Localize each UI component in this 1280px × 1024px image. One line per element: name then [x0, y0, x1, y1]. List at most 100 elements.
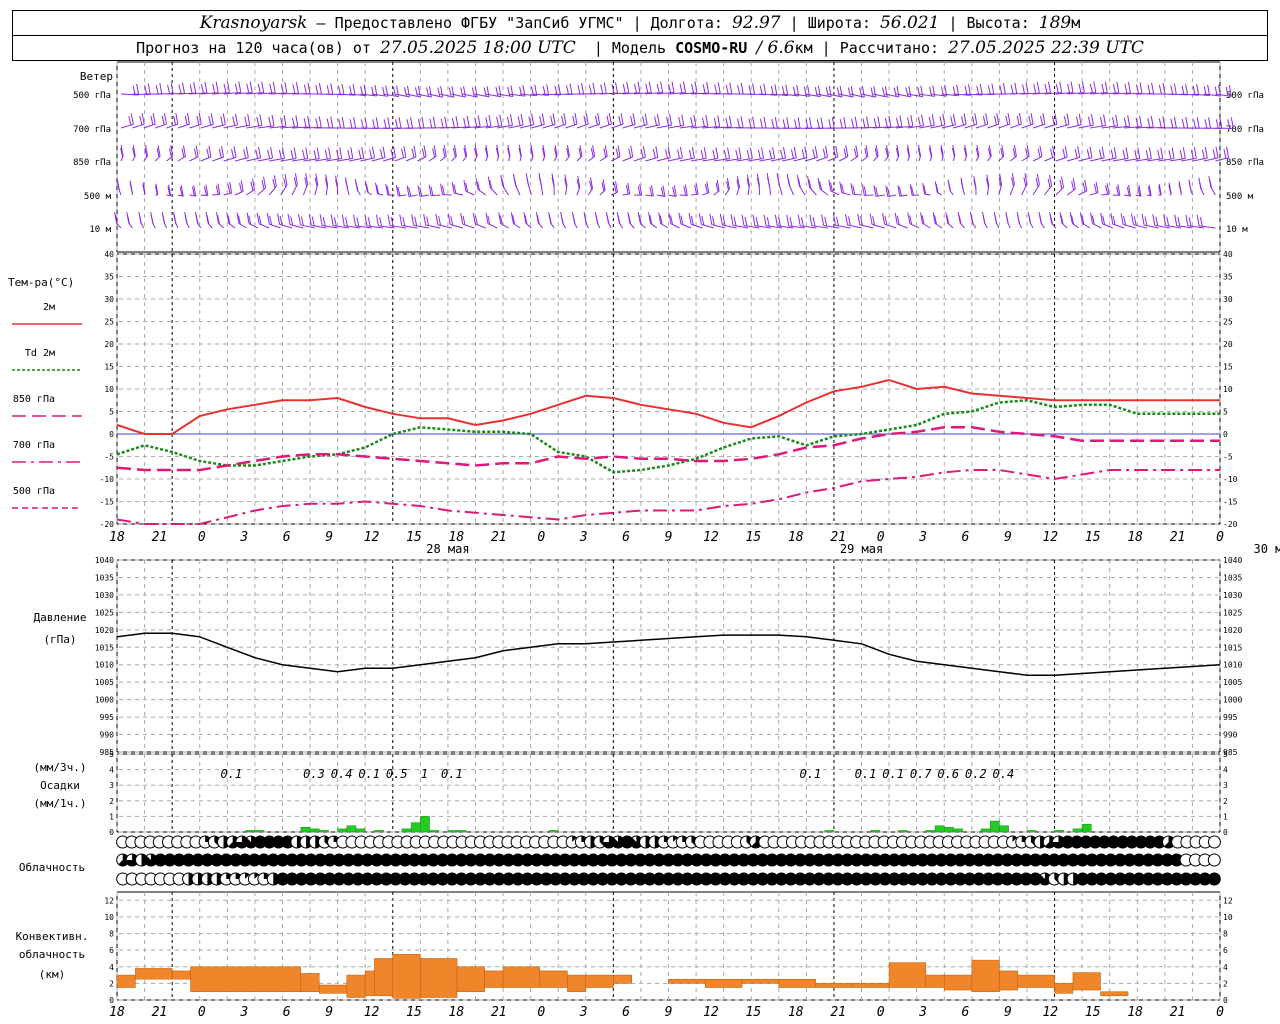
- wind-barb-feather: [730, 214, 734, 226]
- cloud-cover-full: [690, 873, 703, 885]
- cloud-cover-full: [314, 854, 327, 866]
- cloud-cover-full: [916, 854, 929, 866]
- wind-barb-feather: [1134, 149, 1138, 160]
- wind-barb-shaft: [679, 157, 695, 162]
- cloud-cover-full: [323, 873, 336, 885]
- wind-barb-feather: [618, 115, 622, 126]
- wind-barb-feather: [345, 217, 348, 227]
- cloud-cover-full: [624, 873, 637, 885]
- pressure-y-tick-left: 1015: [95, 643, 114, 652]
- wind-barb-feather: [1110, 213, 1114, 225]
- wind-barb-feather: [822, 148, 826, 158]
- cloud-cover-full: [1104, 854, 1117, 866]
- wind-barb-feather: [1193, 119, 1197, 129]
- temp-y-tick-left: -15: [100, 498, 115, 507]
- wind-barb-shaft: [280, 126, 298, 129]
- wind-barb-feather: [130, 113, 134, 125]
- convective-cloud-bar: [1054, 983, 1074, 994]
- cloud-cover-full: [1085, 873, 1098, 885]
- date-label: 28 мая: [426, 542, 469, 556]
- wind-barb-shaft: [440, 93, 455, 98]
- wind-barb-shaft: [918, 93, 935, 97]
- wind-barb-feather: [267, 149, 271, 159]
- wind-barb-feather: [157, 145, 161, 157]
- wind-barb-feather: [226, 212, 230, 224]
- wind-barb-feather: [308, 214, 312, 226]
- wind-barb-feather: [1095, 181, 1099, 193]
- wind-barb-feather: [423, 213, 427, 226]
- wind-barb-feather: [797, 178, 801, 188]
- wind-barb-feather: [759, 118, 763, 129]
- wind-barb-feather: [303, 84, 307, 94]
- convective-cloud-bar: [1100, 991, 1129, 997]
- wind-barb-feather: [315, 118, 319, 128]
- wind-barb-feather: [727, 147, 731, 159]
- wind-barb-feather: [594, 115, 598, 125]
- wind-barb-feather: [1087, 116, 1091, 126]
- wind-barb-feather: [744, 216, 748, 227]
- wind-barb-feather: [1185, 214, 1189, 226]
- wind-barb-shaft: [1169, 157, 1186, 162]
- wind-barb-feather: [898, 186, 902, 197]
- wind-barb-feather: [154, 185, 158, 195]
- wind-barb-feather: [1077, 146, 1081, 158]
- cloud-cover-full: [756, 854, 769, 866]
- cloud-cover-full: [502, 854, 515, 866]
- wind-barb-feather: [873, 86, 877, 98]
- wind-barb-shaft: [405, 93, 421, 98]
- wind-barb-feather: [198, 113, 202, 125]
- wind-barb-feather: [909, 215, 913, 225]
- wind-barb-feather: [205, 184, 209, 196]
- wind-barb-feather: [1048, 81, 1052, 93]
- wind-barb-feather: [455, 116, 459, 128]
- wind-barb-feather: [620, 113, 624, 125]
- convective-hour-label: 6: [283, 1005, 291, 1020]
- wind-barb-shaft: [907, 93, 923, 98]
- wind-barb-feather: [656, 113, 660, 125]
- wind-barb-feather: [566, 85, 569, 95]
- convective-y-tick-right: 0: [1223, 996, 1228, 1005]
- wind-barb-feather: [451, 86, 455, 98]
- wind-barb-feather: [845, 213, 849, 226]
- temp-legend-label: Td 2м: [25, 348, 55, 359]
- wind-barb-feather: [152, 113, 156, 125]
- cloud-cover-full: [662, 873, 675, 885]
- cloud-cover-full: [493, 854, 506, 866]
- cloud-cover-full: [446, 854, 459, 866]
- pressure-y-tick-right: 1040: [1223, 556, 1242, 565]
- wind-barb-feather: [1079, 212, 1083, 224]
- wind-barb-feather: [256, 212, 260, 224]
- wind-barb-feather: [1037, 148, 1041, 158]
- wind-barb-feather: [206, 148, 210, 158]
- wind-barb-feather: [617, 145, 621, 157]
- cloud-cover-full: [474, 873, 487, 885]
- wind-barb-feather: [1059, 81, 1063, 93]
- wind-barb-feather: [698, 213, 702, 225]
- wind-barb-feather: [611, 84, 615, 94]
- temp-series-t850: [116, 426, 1220, 472]
- wind-barb-feather: [530, 144, 534, 157]
- wind-barb-shaft: [223, 156, 237, 162]
- wind-level-label-right: 500 гПа: [1226, 91, 1264, 101]
- wind-barb-feather: [766, 217, 770, 227]
- temp-y-tick-right: 10: [1223, 385, 1233, 394]
- wind-barb-shaft: [599, 123, 612, 129]
- wind-barb-feather: [1124, 84, 1128, 94]
- wind-barb-shaft: [291, 126, 310, 129]
- wind-barb-feather: [246, 212, 250, 224]
- wind-barb-feather: [1049, 215, 1053, 225]
- wind-barb-feather: [283, 177, 287, 188]
- wind-barb-feather: [905, 87, 909, 97]
- cloud-cover-full: [1161, 854, 1174, 866]
- wind-barb-feather: [1137, 186, 1141, 197]
- wind-barb-feather: [195, 214, 199, 225]
- cloud-cover-full: [813, 873, 826, 885]
- wind-barb-shaft: [1010, 123, 1022, 129]
- wind-barb-shaft: [200, 92, 219, 95]
- wind-barb-shaft: [462, 93, 478, 98]
- wind-barb-feather: [1047, 178, 1051, 188]
- wind-barb-shaft: [811, 225, 828, 229]
- wind-barb-feather: [993, 115, 997, 126]
- wind-barb-feather: [894, 212, 898, 225]
- wind-barb-feather: [1081, 215, 1085, 225]
